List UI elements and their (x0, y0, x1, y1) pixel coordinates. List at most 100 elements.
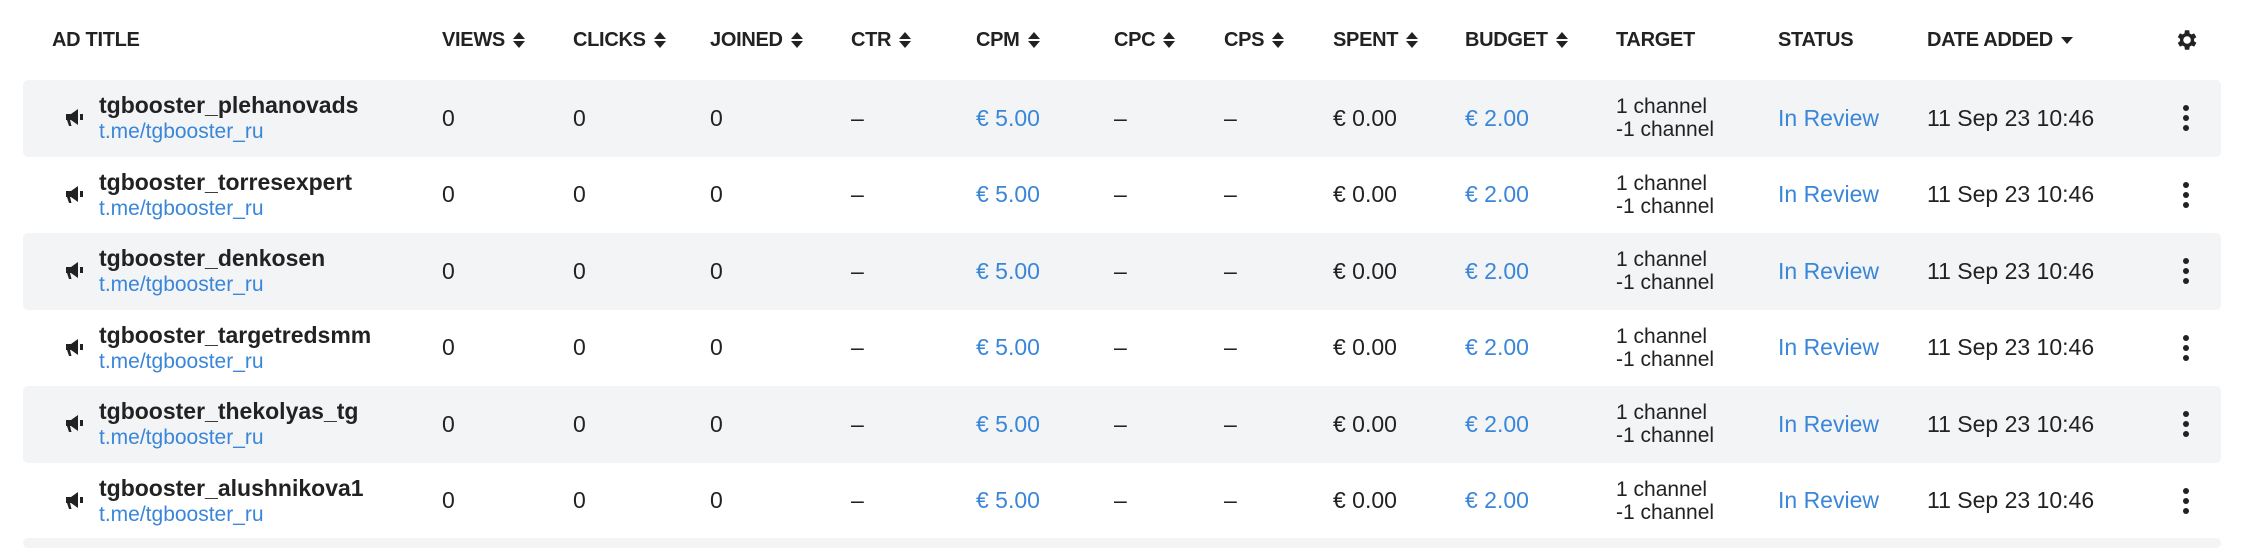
clicks-cell: 0 (573, 181, 586, 208)
table-row[interactable]: tgbooster_alushnikova1 t.me/tgbooster_ru… (23, 463, 2221, 540)
table-row[interactable]: tgbooster_plehanovads t.me/tgbooster_ru 0… (23, 80, 2221, 157)
more-options-icon[interactable] (2150, 334, 2221, 361)
target-exclude: -1 channel (1616, 271, 1715, 295)
status-link[interactable]: In Review (1778, 104, 1879, 131)
date-added: 11 Sep 23 10:46 (1927, 334, 2095, 361)
cpc-cell: – (1114, 334, 1127, 361)
sort-icon[interactable] (653, 32, 666, 48)
ad-link[interactable]: t.me/tgbooster_ru (99, 349, 264, 373)
ad-title[interactable]: tgbooster_plehanovads (99, 92, 359, 119)
column-header-label: SPENT (1333, 28, 1399, 51)
ctr-cell: – (851, 257, 864, 284)
target-include: 1 channel (1616, 324, 1708, 348)
sort-icon[interactable] (1555, 32, 1568, 48)
views-cell: 0 (442, 334, 455, 361)
ad-link[interactable]: t.me/tgbooster_ru (99, 120, 264, 144)
table-row[interactable]: tgbooster_thekolyas_tg t.me/tgbooster_ru… (23, 386, 2221, 463)
target-exclude: -1 channel (1616, 118, 1715, 142)
ad-title-cell: tgbooster_thekolyas_tg t.me/tgbooster_ru (23, 397, 442, 451)
more-options-icon[interactable] (2150, 487, 2221, 514)
joined-cell: 0 (710, 487, 723, 514)
column-header-cpm[interactable]: CPM (976, 29, 1114, 52)
target-cell: 1 channel -1 channel (1616, 248, 1778, 294)
ad-title[interactable]: tgbooster_targetredsmm (99, 321, 372, 348)
sort-icon[interactable] (1406, 32, 1419, 48)
ad-link[interactable]: t.me/tgbooster_ru (99, 426, 264, 450)
cpm-cell[interactable]: € 5.00 (976, 181, 1040, 208)
cpc-cell: – (1114, 487, 1127, 514)
column-header-status: STATUS (1778, 29, 1927, 52)
target-include: 1 channel (1616, 248, 1708, 272)
status-link[interactable]: In Review (1778, 487, 1879, 514)
cps-cell: – (1224, 410, 1237, 437)
sort-icon[interactable] (1163, 32, 1176, 48)
joined-cell: 0 (710, 334, 723, 361)
spent-cell: € 0.00 (1333, 334, 1397, 361)
clicks-cell: 0 (573, 334, 586, 361)
sort-icon[interactable] (512, 32, 525, 48)
cpm-cell[interactable]: € 5.00 (976, 104, 1040, 131)
column-header-spent[interactable]: SPENT (1333, 29, 1465, 52)
spent-cell: € 0.00 (1333, 410, 1397, 437)
views-cell: 0 (442, 181, 455, 208)
sort-desc-icon[interactable] (2060, 36, 2073, 44)
column-header-label: CTR (851, 28, 892, 51)
target-cell: 1 channel -1 channel (1616, 325, 1778, 371)
ad-title[interactable]: tgbooster_thekolyas_tg (99, 398, 359, 425)
spent-cell: € 0.00 (1333, 487, 1397, 514)
column-header-ctr[interactable]: CTR (851, 29, 976, 52)
cpm-cell[interactable]: € 5.00 (976, 487, 1040, 514)
budget-cell[interactable]: € 2.00 (1465, 487, 1529, 514)
views-cell: 0 (442, 257, 455, 284)
budget-cell[interactable]: € 2.00 (1465, 181, 1529, 208)
target-include: 1 channel (1616, 171, 1708, 195)
table-row[interactable]: tgbooster_targetredsmm t.me/tgbooster_ru… (23, 310, 2221, 387)
column-header-date-added[interactable]: DATE ADDED (1927, 29, 2150, 52)
ad-link[interactable]: t.me/tgbooster_ru (99, 196, 264, 220)
target-exclude: -1 channel (1616, 500, 1715, 524)
ads-table-body: tgbooster_plehanovads t.me/tgbooster_ru 0… (23, 80, 2221, 539)
more-options-icon[interactable] (2150, 181, 2221, 208)
ctr-cell: – (851, 410, 864, 437)
status-link[interactable]: In Review (1778, 334, 1879, 361)
cpm-cell[interactable]: € 5.00 (976, 410, 1040, 437)
cps-cell: – (1224, 181, 1237, 208)
budget-cell[interactable]: € 2.00 (1465, 334, 1529, 361)
gear-icon[interactable] (2150, 27, 2221, 53)
ad-title[interactable]: tgbooster_torresexpert (99, 168, 353, 195)
cpc-cell: – (1114, 257, 1127, 284)
table-row[interactable]: tgbooster_denkosen t.me/tgbooster_ru 0 0 0–… (23, 233, 2221, 310)
cpm-cell[interactable]: € 5.00 (976, 334, 1040, 361)
ad-link[interactable]: t.me/tgbooster_ru (99, 273, 264, 297)
column-header-views[interactable]: VIEWS (442, 29, 573, 52)
column-header-label: AD TITLE (52, 28, 140, 51)
ad-title[interactable]: tgbooster_alushnikova1 (99, 474, 364, 501)
column-header-label: STATUS (1778, 28, 1854, 51)
budget-cell[interactable]: € 2.00 (1465, 410, 1529, 437)
cpm-cell[interactable]: € 5.00 (976, 257, 1040, 284)
ad-title-cell: tgbooster_denkosen t.me/tgbooster_ru (23, 244, 442, 298)
status-link[interactable]: In Review (1778, 410, 1879, 437)
table-row[interactable]: tgbooster_torresexpert t.me/tgbooster_ru… (23, 157, 2221, 234)
column-header-clicks[interactable]: CLICKS (573, 29, 710, 52)
column-header-joined[interactable]: JOINED (710, 29, 851, 52)
budget-cell[interactable]: € 2.00 (1465, 104, 1529, 131)
status-link[interactable]: In Review (1778, 257, 1879, 284)
more-options-icon[interactable] (2150, 258, 2221, 285)
column-header-cpc[interactable]: CPC (1114, 29, 1224, 52)
more-options-icon[interactable] (2150, 105, 2221, 132)
ad-title[interactable]: tgbooster_denkosen (99, 245, 326, 272)
date-added: 11 Sep 23 10:46 (1927, 181, 2095, 208)
sort-icon[interactable] (790, 32, 803, 48)
sort-icon[interactable] (1027, 32, 1040, 48)
sort-icon[interactable] (1272, 32, 1285, 48)
more-options-icon[interactable] (2150, 411, 2221, 438)
column-header-cps[interactable]: CPS (1224, 29, 1333, 52)
sort-icon[interactable] (899, 32, 912, 48)
column-header-budget[interactable]: BUDGET (1465, 29, 1616, 52)
column-header-label: BUDGET (1465, 28, 1548, 51)
budget-cell[interactable]: € 2.00 (1465, 257, 1529, 284)
joined-cell: 0 (710, 257, 723, 284)
ad-link[interactable]: t.me/tgbooster_ru (99, 502, 264, 526)
status-link[interactable]: In Review (1778, 181, 1879, 208)
